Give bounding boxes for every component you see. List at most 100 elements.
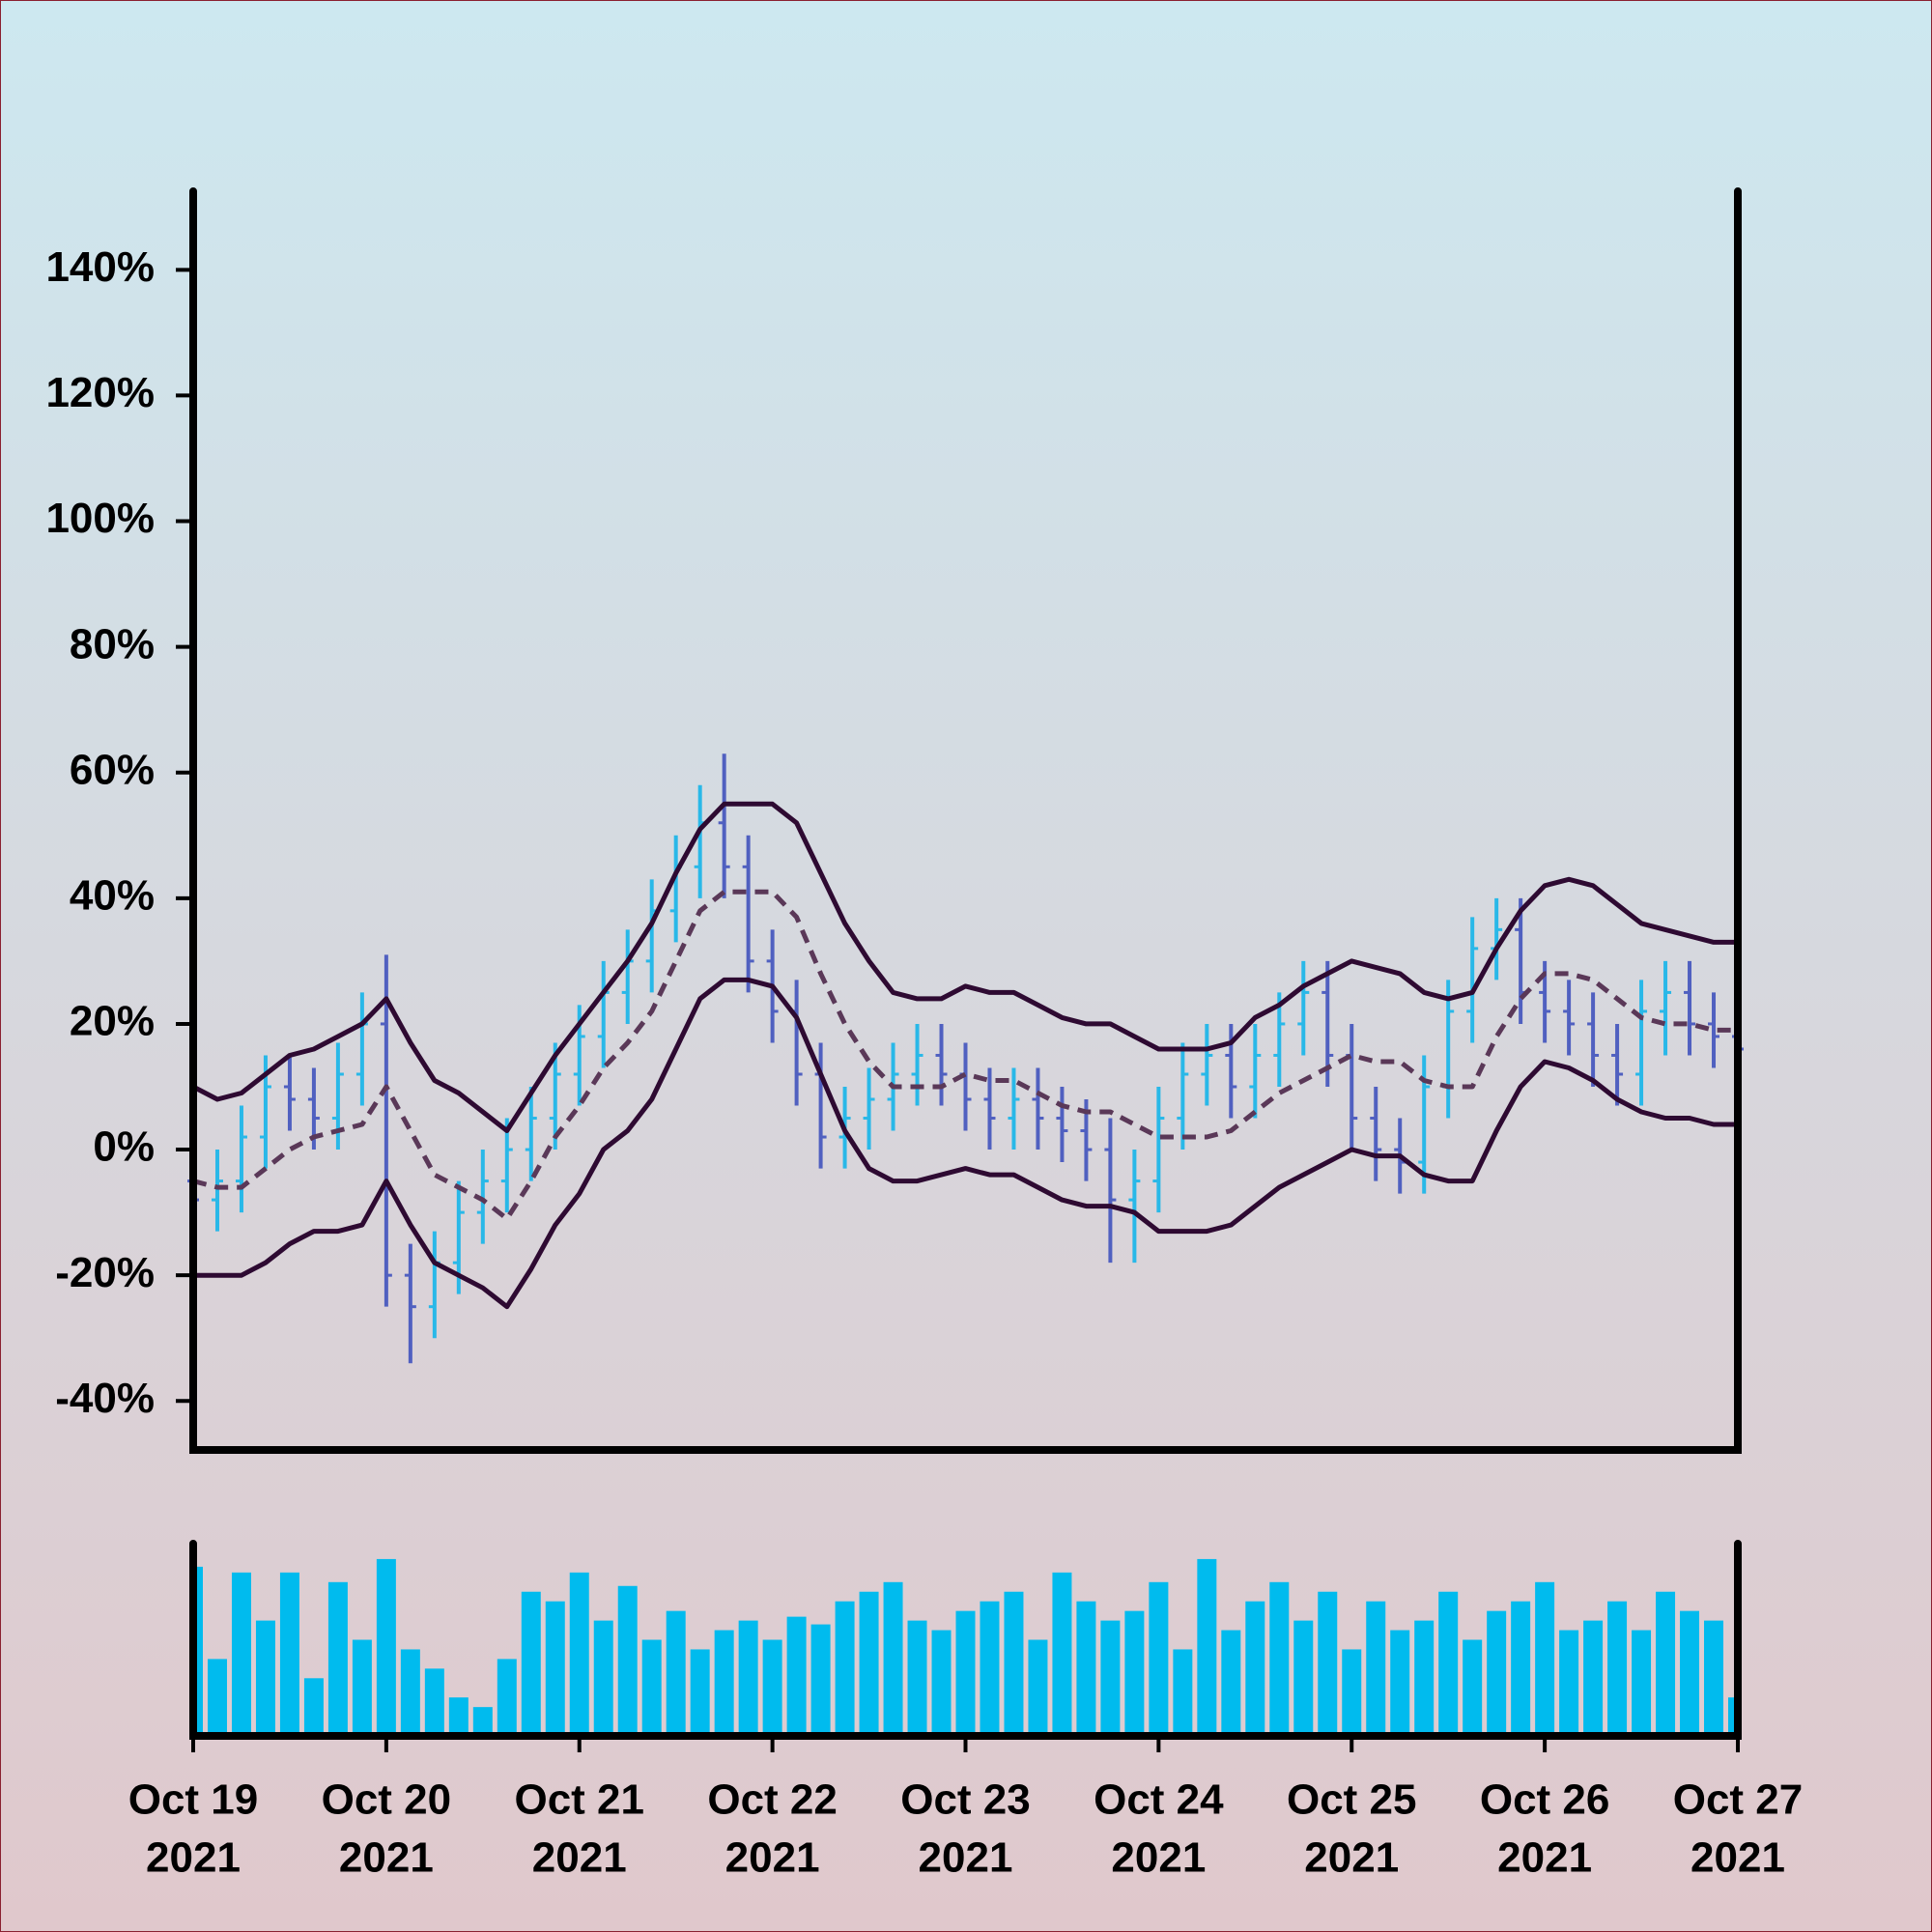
y-tick-label: -40% — [55, 1375, 155, 1422]
y-tick-label: 40% — [70, 871, 155, 919]
volume-bar — [714, 1630, 734, 1736]
volume-bar — [641, 1639, 662, 1736]
x-tick-label: Oct 19 — [128, 1776, 259, 1824]
y-tick-label: 60% — [70, 746, 155, 793]
volume-bar — [810, 1624, 831, 1736]
x-tick-label: 2021 — [1111, 1834, 1206, 1882]
price-frame — [189, 187, 1742, 1454]
volume-bar — [424, 1668, 444, 1736]
volume-bar — [1414, 1620, 1435, 1736]
volume-bar — [1535, 1581, 1555, 1736]
volume-bar — [1269, 1581, 1290, 1736]
volume-bar — [1076, 1601, 1096, 1736]
x-tick-label: 2021 — [532, 1834, 627, 1882]
volume-bar — [193, 1566, 203, 1736]
volume-bar — [1197, 1558, 1217, 1736]
volume-bar — [1680, 1610, 1700, 1736]
volume-bar — [980, 1601, 1000, 1736]
volume-bar — [931, 1630, 952, 1736]
volume-bar — [1293, 1620, 1314, 1736]
volume-bar — [497, 1659, 517, 1736]
volume-bar — [617, 1585, 638, 1736]
y-tick-label: -20% — [55, 1249, 155, 1296]
volume-bar — [255, 1620, 275, 1736]
y-tick-label: 0% — [93, 1123, 155, 1171]
volume-bar — [1342, 1649, 1362, 1736]
x-tick-label: Oct 23 — [900, 1776, 1031, 1824]
volume-bar — [521, 1591, 541, 1736]
volume-bar — [593, 1620, 613, 1736]
volume-bar — [1632, 1630, 1652, 1736]
y-tick-label: 120% — [45, 369, 155, 416]
price-panel: -40% -20% 0% 20% 40% 60% 80% 100% 120% 140% — [45, 243, 1744, 1422]
volume-bar — [1245, 1601, 1265, 1736]
volume-bar — [1052, 1572, 1072, 1736]
volume-bar — [1100, 1620, 1121, 1736]
volume-bar — [1463, 1639, 1483, 1736]
volume-frame — [189, 1540, 1742, 1740]
volume-bar — [835, 1601, 855, 1736]
volume-bar — [376, 1558, 396, 1736]
upper-band — [191, 801, 1738, 1133]
volume-panel: Oct 19 2021 Oct 20 2021 Oct 21 2021 Oct 22 2021… — [128, 1558, 1804, 1882]
volume-bar — [666, 1610, 686, 1736]
volume-bar — [472, 1707, 493, 1736]
volume-bar — [1221, 1630, 1241, 1736]
y-tick-label: 80% — [70, 620, 155, 668]
volume-bar — [545, 1601, 565, 1736]
x-tick-label: 2021 — [1497, 1834, 1592, 1882]
volume-bar — [1124, 1610, 1145, 1736]
volume-bar — [303, 1678, 324, 1736]
volume-bar — [1390, 1630, 1410, 1736]
volume-bar — [1366, 1601, 1386, 1736]
x-tick-label: Oct 27 — [1673, 1776, 1804, 1824]
volume-bar — [738, 1620, 758, 1736]
volume-bar — [352, 1639, 372, 1736]
volume-bar — [207, 1659, 227, 1736]
volume-bar — [1149, 1581, 1169, 1736]
volume-bar — [955, 1610, 976, 1736]
volume-bar — [1318, 1591, 1338, 1736]
y-tick-label: 20% — [70, 998, 155, 1045]
x-tick-label: Oct 26 — [1480, 1776, 1610, 1824]
volume-bar — [883, 1581, 903, 1736]
volume-bar — [859, 1591, 879, 1736]
volume-bar — [762, 1639, 782, 1736]
volume-bar — [1728, 1697, 1738, 1736]
volume-bar — [907, 1620, 927, 1736]
volume-bar — [1704, 1620, 1724, 1736]
volume-bar — [279, 1572, 299, 1736]
x-tick-label: 2021 — [1690, 1834, 1785, 1882]
y-tick-label: 140% — [45, 243, 155, 291]
y-tick-label: 100% — [45, 495, 155, 542]
volume-bar — [1438, 1591, 1459, 1736]
frame — [189, 187, 1742, 1740]
volume-bar — [569, 1572, 589, 1736]
x-tick-label: 2021 — [919, 1834, 1013, 1882]
x-tick-label: 2021 — [725, 1834, 820, 1882]
volume-bar — [1028, 1639, 1048, 1736]
x-tick-label: 2021 — [339, 1834, 434, 1882]
volume-bar — [231, 1572, 251, 1736]
x-tick-label: 2021 — [1304, 1834, 1399, 1882]
volume-bar — [1173, 1649, 1193, 1736]
volume-bar — [1607, 1601, 1628, 1736]
x-tick-label: Oct 24 — [1094, 1776, 1224, 1824]
volume-bar — [448, 1697, 469, 1736]
volume-bar — [1559, 1630, 1579, 1736]
volume-bar — [1656, 1591, 1676, 1736]
volume-bar — [327, 1581, 348, 1736]
volume-bar — [786, 1616, 807, 1736]
x-tick-label: Oct 22 — [707, 1776, 838, 1824]
volume-bar — [400, 1649, 420, 1736]
volume-bar — [690, 1649, 710, 1736]
x-tick-label: 2021 — [146, 1834, 241, 1882]
volume-bar — [1487, 1610, 1507, 1736]
x-tick-label: Oct 21 — [514, 1776, 644, 1824]
volume-bar — [1511, 1601, 1531, 1736]
x-tick-label: Oct 25 — [1287, 1776, 1417, 1824]
middle-band — [192, 889, 1738, 1222]
lower-band — [193, 977, 1738, 1310]
